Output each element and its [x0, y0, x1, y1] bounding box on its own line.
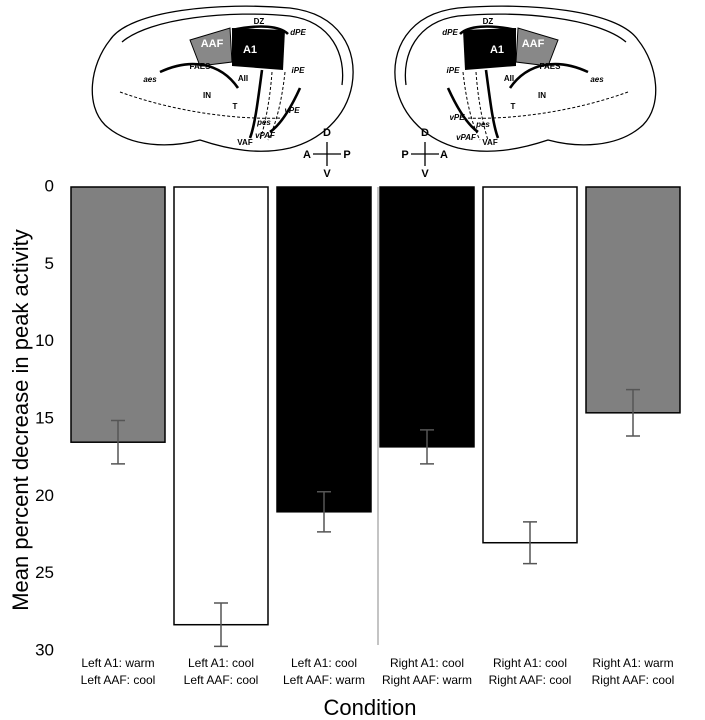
x-tick-label: Left AAF: cool: [184, 673, 259, 687]
diagram-label: IN: [538, 91, 546, 100]
bar: [379, 186, 475, 448]
y-tick-label: 5: [45, 254, 54, 273]
diagram-label: V: [323, 168, 331, 180]
x-tick-label: Right A1: warm: [592, 656, 673, 670]
diagram-label: T: [233, 102, 238, 111]
y-tick-label: 25: [35, 563, 54, 582]
diagram-label: vPE: [284, 106, 300, 115]
diagram-label: DZ: [483, 17, 494, 26]
bar: [70, 186, 166, 443]
diagram-label: IN: [203, 91, 211, 100]
diagram-label: DZ: [254, 17, 265, 26]
diagram-label: dPE: [442, 28, 458, 37]
y-tick-label: 0: [45, 176, 54, 195]
x-tick-label: Left A1: cool: [291, 656, 357, 670]
diagram-label: iPE: [292, 66, 306, 75]
diagram-label: AII: [238, 74, 248, 83]
x-tick-label: Left AAF: cool: [81, 673, 156, 687]
bar: [585, 186, 681, 414]
diagram-label: vPAF: [255, 131, 276, 140]
x-tick-label: Right AAF: cool: [489, 673, 572, 687]
diagram-label: PAF: [265, 61, 281, 70]
diagram-label: A: [303, 149, 311, 161]
diagram-label: A1: [490, 44, 504, 56]
x-tick-label: Right AAF: warm: [382, 673, 472, 687]
diagram-label: aes: [590, 75, 604, 84]
diagram-label: ss: [272, 28, 281, 37]
diagram-label: AAF: [201, 38, 224, 50]
y-tick-label: 20: [35, 486, 54, 505]
bar: [276, 186, 372, 513]
diagram-label: P: [343, 149, 350, 161]
brain-diagram-right: [394, 5, 657, 166]
x-axis-label: Condition: [324, 695, 417, 720]
x-tick-label: Left A1: warm: [81, 656, 154, 670]
bar: [482, 186, 578, 544]
x-tick-label: Left AAF: warm: [283, 673, 365, 687]
bar: [173, 186, 269, 626]
diagram-label: aes: [143, 75, 157, 84]
error-bar: [523, 521, 537, 565]
diagram-label: FAES: [190, 62, 212, 71]
diagram-label: V: [421, 168, 429, 180]
diagram-label: pes: [256, 118, 271, 127]
x-tick-label: Left A1: cool: [188, 656, 254, 670]
diagram-label: VAF: [482, 138, 498, 147]
x-tick-label: Right A1: cool: [390, 656, 464, 670]
diagram-label: VAF: [237, 138, 253, 147]
brain-diagram-left: [91, 5, 354, 166]
diagram-label: vPAF: [456, 133, 477, 142]
y-tick-label: 10: [35, 331, 54, 350]
diagram-label: P: [401, 149, 408, 161]
diagram-label: iPE: [447, 66, 461, 75]
diagram-label: D: [421, 127, 429, 139]
diagram-label: PAF: [467, 61, 483, 70]
diagram-label: T: [511, 102, 516, 111]
diagram-label: vPE: [449, 113, 465, 122]
x-tick-label: Right A1: cool: [493, 656, 567, 670]
error-bar: [214, 602, 228, 648]
diagram-label: dPE: [290, 28, 306, 37]
diagram-label: D: [323, 127, 331, 139]
error-bar: [111, 419, 125, 465]
diagram-label: A: [440, 149, 448, 161]
diagram-label: pes: [475, 120, 490, 129]
error-bar: [317, 490, 331, 533]
diagram-label: A1: [243, 44, 257, 56]
x-tick-label: Right AAF: cool: [592, 673, 675, 687]
diagram-label: ss: [466, 28, 475, 37]
y-axis-label: Mean percent decrease in peak activity: [8, 229, 33, 611]
error-bar: [420, 429, 434, 465]
diagram-label: AAF: [522, 38, 545, 50]
y-tick-label: 30: [35, 640, 54, 659]
diagram-label: FAES: [540, 62, 562, 71]
y-tick-label: 15: [35, 408, 54, 427]
diagram-label: AII: [504, 74, 514, 83]
error-bar: [626, 388, 640, 437]
